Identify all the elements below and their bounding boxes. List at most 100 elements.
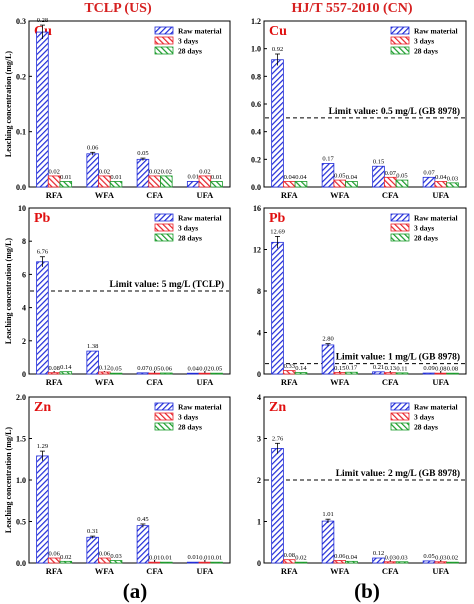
bar-28-days [59,371,73,375]
bar-raw-material [321,163,335,188]
legend-swatch [154,223,174,232]
data-label: 0.01 [188,173,199,180]
data-label: 0.01 [149,555,160,562]
legend-swatch [390,36,410,45]
bar-28-days [345,560,358,564]
x-tick-label: CFA [382,377,400,387]
x-tick-label: RFA [281,566,299,576]
y-tick-label: 0.2 [16,72,26,81]
y-tick-label: 0 [257,370,261,379]
legend-swatch [154,422,174,431]
metal-label: Zn [34,400,51,415]
data-label: 0.92 [272,46,283,53]
data-label: 0.02 [48,168,59,175]
bar-raw-material [372,371,385,375]
bar-3-days [282,370,296,375]
y-tick-label: 0.5 [16,518,26,527]
caption-right: (b) [354,579,380,603]
data-label: 0.08 [447,366,458,373]
data-label: 0.31 [87,528,98,535]
data-label: 0.01 [211,174,222,181]
bar-28-days [395,179,409,188]
y-tick-label: 0.0 [16,559,26,568]
bar-28-days [446,372,459,375]
y-tick-label: 8 [257,287,261,296]
limit-label: Limit value: 2 mg/L (GB 8978) [336,468,460,479]
y-tick-label: 4 [257,329,261,338]
limit-label: Limit value: 0.5 mg/L (GB 8978) [329,106,460,117]
plot-frame [28,20,231,188]
panel-b-pb: 0 4 8 12 16 Pb Limit value: 1 mg/L (GB 8978) RF… [253,204,467,387]
bar-raw-material [372,557,385,564]
bar-28-days [109,560,123,564]
data-label: 0.17 [322,155,334,162]
panel-a-cu: 0.0 0.1 0.2 0.3 Leaching concentration (mg/L… [4,17,231,200]
bar-28-days [345,181,358,188]
data-label: 0.04 [295,174,307,181]
x-tick-label: RFA [281,190,299,200]
bar-3-days [434,372,448,375]
legend-swatch [390,26,410,35]
bar-raw-material [186,372,200,375]
legend-label: Raw material [414,403,458,412]
bar-28-days [294,372,308,375]
bar-3-days [383,372,397,375]
data-label: 0.02 [149,168,160,175]
data-label: 0.06 [99,551,111,558]
y-tick-label: 2.0 [16,393,26,402]
panel-b-cu: 0.0 0.2 0.4 0.6 0.8 1.0 1.2 Cu Limit value: 0.5 … [251,17,467,200]
x-tick-label: WFA [330,566,350,576]
x-tick-label: UFA [196,377,214,387]
bar-raw-material [36,455,49,564]
y-tick-label: 1.2 [251,17,261,26]
x-tick-label: CFA [146,190,164,200]
data-label: 0.04 [346,554,358,561]
legend-label: Raw material [414,214,458,223]
bar-raw-material [321,344,335,375]
bar-28-days [59,181,73,188]
legend-label: 3 days [414,413,434,422]
legend-label: Raw material [178,403,222,412]
data-label: 0.04 [435,174,447,181]
bar-raw-material [186,561,200,564]
data-label: 6.76 [37,249,49,256]
data-label: 0.04 [188,365,200,372]
bar-raw-material [321,520,335,564]
x-tick-label: UFA [432,377,450,387]
x-tick-label: CFA [146,377,164,387]
legend-label: 28 days [414,423,438,432]
bar-raw-material [86,153,99,188]
data-label: 0.05 [110,366,121,373]
bar-28-days [210,181,223,188]
y-tick-label: 0 [257,559,261,568]
y-tick-label: 12 [253,246,261,255]
legend-label: Raw material [178,214,222,223]
data-label: 0.09 [423,365,434,372]
legend-label: 28 days [178,234,202,243]
bar-3-days [98,175,111,188]
data-label: 0.02 [199,366,210,373]
data-label: 0.08 [48,365,59,372]
bar-raw-material [271,448,284,564]
data-label: 0.03 [396,554,407,561]
data-label: 0.05 [396,173,407,180]
y-tick-label: 8 [22,237,26,246]
x-tick-label: CFA [382,190,400,200]
metal-label: Zn [269,400,286,415]
y-tick-label: 0.1 [16,128,26,137]
bar-raw-material [36,31,49,188]
metal-label: Pb [269,211,286,226]
data-label: 1.29 [37,443,48,450]
legend-swatch [154,46,174,55]
limit-label: Limit value: 5 mg/L (TCLP) [109,279,224,290]
x-tick-label: RFA [46,377,64,387]
y-tick-label: 0.4 [251,128,261,137]
y-tick-label: 1.0 [251,45,261,54]
y-tick-label: 0.6 [251,100,261,109]
data-label: 0.06 [48,551,60,558]
bar-3-days [333,372,347,375]
y-tick-label: 0 [22,370,26,379]
data-label: 0.28 [37,17,48,24]
bar-3-days [282,181,296,188]
x-tick-label: UFA [196,190,214,200]
